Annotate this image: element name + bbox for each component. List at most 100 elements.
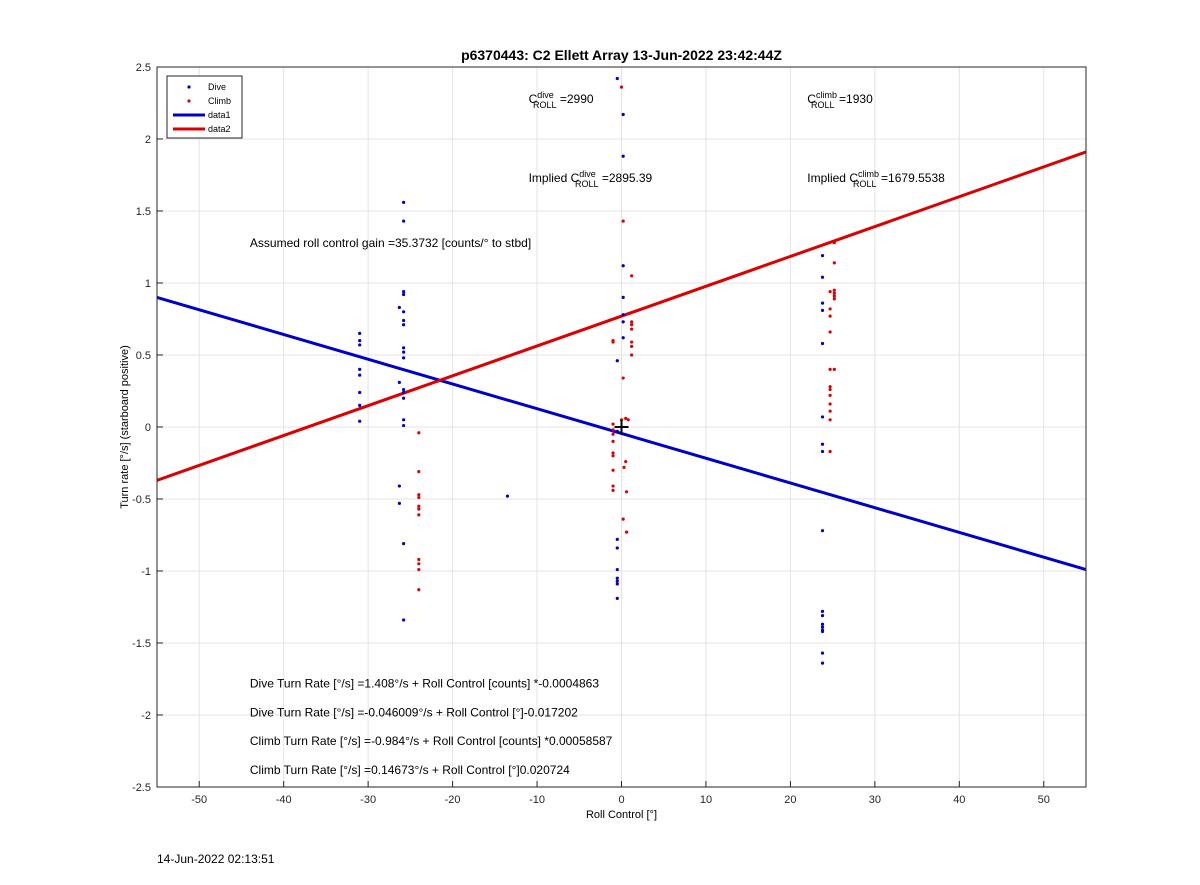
climb-point: [832, 367, 836, 371]
dive-point: [402, 350, 406, 354]
dive-point: [358, 339, 362, 343]
legend-label: data1: [208, 110, 231, 120]
climb-point: [828, 449, 832, 454]
dive-point: [402, 346, 406, 350]
x-tick-label: -40: [276, 794, 292, 806]
climb-point: [611, 451, 615, 455]
dive-point: [615, 567, 619, 572]
dive-point: [402, 418, 406, 422]
dive-point: [820, 529, 825, 533]
dive-point: [402, 390, 406, 395]
dive-point: [615, 76, 619, 81]
print-timestamp: 14-Jun-2022 02:13:51: [157, 852, 275, 866]
climb-point: [828, 307, 832, 311]
dive-point: [402, 310, 406, 314]
dive-point: [397, 305, 401, 310]
climb-point: [832, 297, 836, 301]
annotation-subscript: ROLL: [811, 100, 835, 110]
dive-point: [402, 318, 406, 323]
dive-point: [820, 275, 825, 279]
climb-point: [624, 416, 628, 420]
dive-point: [397, 380, 401, 384]
climb-point: [832, 294, 836, 298]
dive-point: [820, 301, 825, 305]
climb-point: [611, 432, 615, 436]
y-tick-label: 0.5: [136, 350, 151, 362]
climb-point: [630, 340, 634, 344]
x-tick-label: 20: [784, 794, 796, 806]
annotation-gain: Assumed roll control gain =35.3732 [coun…: [250, 236, 531, 250]
annotation-subscript: ROLL: [575, 179, 599, 189]
dive-point: [358, 331, 362, 335]
dive-point: [621, 336, 625, 340]
chart-title: p6370443: C2 Ellett Array 13-Jun-2022 23…: [461, 47, 782, 63]
climb-point: [417, 562, 421, 566]
climb-point: [832, 241, 836, 245]
y-tick-label: 2: [145, 134, 151, 146]
climb-point: [417, 493, 421, 497]
dive-point: [615, 596, 619, 600]
y-tick-label: 1: [145, 278, 151, 290]
climb-point: [624, 530, 629, 534]
x-tick-label: -50: [191, 794, 207, 806]
annotation-superscript: climb: [858, 169, 879, 179]
climb-point: [619, 85, 624, 89]
dive-point: [820, 609, 825, 613]
climb-point: [611, 468, 615, 472]
dive-point: [615, 429, 619, 433]
legend-marker-climb: [187, 99, 191, 103]
x-tick-label: 50: [1038, 794, 1050, 806]
dive-point: [402, 292, 406, 297]
climb-point: [611, 439, 615, 443]
dive-point: [615, 359, 619, 363]
dive-point: [820, 614, 825, 618]
climb-point: [611, 488, 615, 492]
climb-point: [622, 465, 626, 469]
annotation-text: Implied C: [529, 171, 580, 185]
dive-point: [820, 449, 825, 454]
y-tick-label: -0.5: [132, 494, 151, 506]
dive-point: [402, 356, 406, 360]
annotation-text: Implied C: [807, 171, 858, 185]
legend-label: Climb: [208, 96, 231, 106]
climb-point: [630, 274, 634, 278]
dive-point: [615, 546, 619, 550]
dive-point: [397, 484, 401, 488]
annotation-text: Dive Turn Rate [°/s] =1.408°/s + Roll Co…: [250, 677, 599, 691]
climb-point: [828, 314, 832, 318]
climb-point: [611, 484, 615, 488]
dive-point: [820, 625, 825, 629]
fit-line-data2: [157, 150, 1086, 482]
climb-point: [611, 428, 615, 432]
climb-point: [417, 431, 421, 435]
climb-point: [630, 353, 634, 357]
dive-point: [820, 442, 825, 446]
annotation-value: =1930: [836, 92, 873, 106]
dive-point: [358, 367, 362, 371]
dive-point: [820, 651, 825, 655]
series-layer: [157, 76, 1086, 665]
annotation-c-climb: Cclimb ROLL =1930: [807, 90, 873, 110]
x-tick-label: 0: [618, 794, 624, 806]
dive-point: [820, 415, 825, 419]
y-tick-label: -2: [141, 710, 151, 722]
annotation-superscript: dive: [537, 90, 554, 100]
dive-point: [402, 618, 406, 622]
y-tick-label: -2.5: [132, 782, 151, 794]
x-tick-label: -10: [529, 794, 545, 806]
x-tick-label: -20: [445, 794, 461, 806]
dive-point: [402, 200, 406, 204]
dive-point: [358, 419, 362, 423]
dive-point: [402, 323, 406, 327]
climb-point: [828, 385, 832, 389]
annotation-eq4: Climb Turn Rate [°/s] =0.14673°/s + Roll…: [250, 763, 570, 777]
climb-point: [621, 219, 625, 223]
annotation-text: Dive Turn Rate [°/s] =-0.046009°/s + Rol…: [250, 705, 578, 719]
annotation-eq1: Dive Turn Rate [°/s] =1.408°/s + Roll Co…: [250, 677, 599, 691]
x-tick-label: 30: [869, 794, 881, 806]
climb-point: [828, 387, 832, 392]
climb-point: [624, 490, 629, 494]
y-tick-label: 1.5: [136, 206, 151, 218]
dive-point: [615, 576, 619, 580]
